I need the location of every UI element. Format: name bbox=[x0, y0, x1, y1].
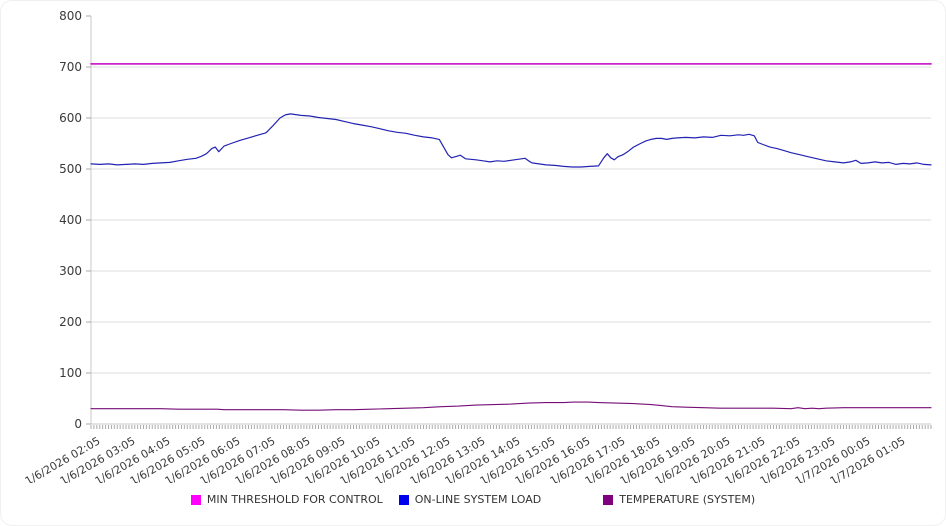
x-axis-labels: 1/6/2026 02:051/6/2026 03:051/6/2026 04:… bbox=[23, 434, 908, 483]
x-axis-minor-ticks bbox=[90, 425, 932, 429]
series-line-1 bbox=[90, 113, 932, 168]
legend-label: ON-LINE SYSTEM LOAD bbox=[414, 493, 542, 506]
y-axis-tick-label: 300 bbox=[59, 264, 82, 278]
y-axis-tick-label: 600 bbox=[59, 111, 82, 125]
legend-item-2: TEMPERATURE (SYSTEM) bbox=[603, 493, 755, 506]
legend-label: MIN THRESHOLD FOR CONTROL bbox=[206, 493, 383, 506]
legend-swatch-icon bbox=[398, 494, 409, 505]
y-axis-tick-label: 200 bbox=[59, 315, 82, 329]
legend-swatch-icon bbox=[190, 494, 201, 505]
legend-item-1: ON-LINE SYSTEM LOAD bbox=[398, 493, 542, 506]
y-axis-tick-label: 400 bbox=[59, 213, 82, 227]
y-axis-tick-label: 0 bbox=[74, 417, 82, 431]
y-axis-tick-label: 100 bbox=[59, 366, 82, 380]
chart-legend: MIN THRESHOLD FOR CONTROL ON-LINE SYSTEM … bbox=[1, 493, 945, 506]
legend-swatch-icon bbox=[603, 494, 614, 505]
time-series-line-chart: 0 100 200 300 400 500 600 700 800 1/6/2026 02:051… bbox=[23, 9, 932, 483]
y-axis-tick-label: 700 bbox=[59, 60, 82, 74]
y-axis-tick-label: 500 bbox=[59, 162, 82, 176]
series-lines bbox=[90, 63, 932, 411]
y-axis-ticks: 0 100 200 300 400 500 600 700 800 bbox=[59, 9, 91, 431]
series-line-2 bbox=[90, 401, 932, 411]
y-axis-tick-label: 800 bbox=[59, 9, 82, 23]
legend-label: TEMPERATURE (SYSTEM) bbox=[619, 493, 756, 506]
gridlines bbox=[91, 66, 931, 374]
legend-item-0: MIN THRESHOLD FOR CONTROL bbox=[190, 493, 383, 506]
